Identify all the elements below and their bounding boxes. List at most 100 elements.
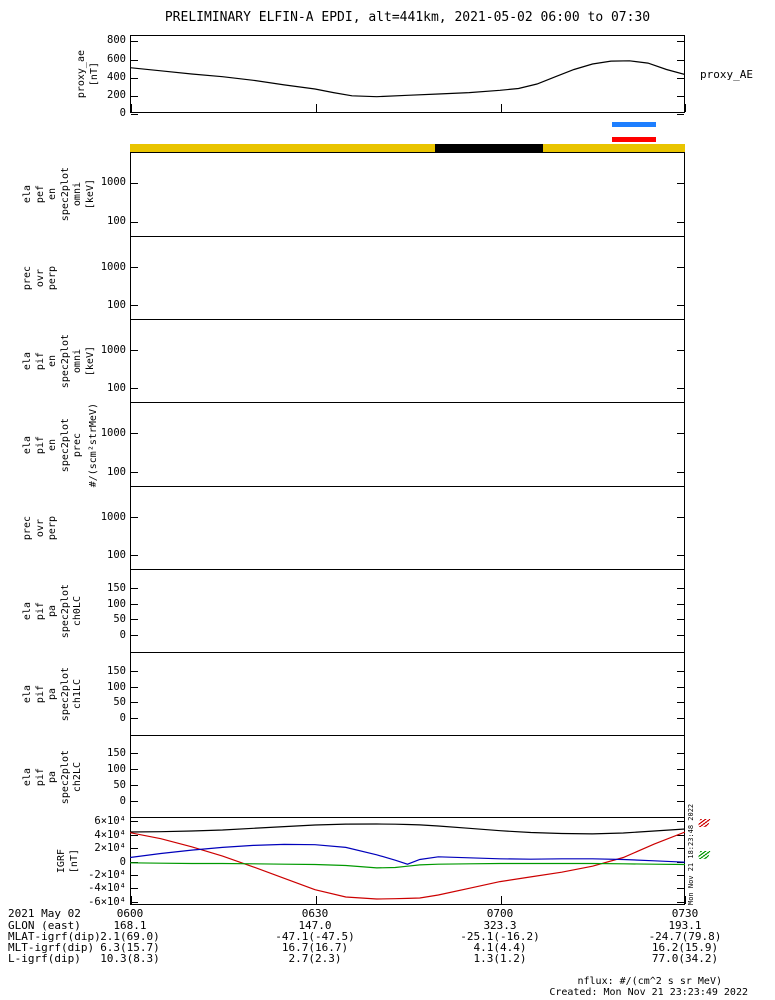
ylabel-word: ela <box>22 767 33 787</box>
igrf-legend-green-swatch <box>697 851 711 859</box>
x-tick-mark <box>501 896 502 904</box>
ylabel-word: [nT] <box>88 61 100 87</box>
ylabel-word: ovr <box>34 519 46 538</box>
y-tick-label: 1000 <box>100 344 126 356</box>
y-tick-label: 100 <box>107 681 126 693</box>
y-tick-mark <box>131 687 138 688</box>
ylabel-ela_pif_en_spec2plot_prec: ela pif en spec2plot prec #/(scm²strMeV) <box>22 403 99 487</box>
ylabel-word: prec <box>22 516 33 541</box>
ylabel-ela_pif_en_spec2plot_omni: ela pif en spec2plot omni [keV] <box>22 320 96 403</box>
ylabel-word: spec2plot <box>59 334 71 389</box>
ylabel-word: en <box>47 355 58 368</box>
ylabel-word: ela <box>22 352 33 371</box>
table-row-label: MLAT-igrf(dip) <box>8 930 101 943</box>
table-cell: -24.7(79.8) <box>648 930 722 943</box>
y-tick-mark <box>131 588 138 589</box>
y-tick-mark <box>677 267 684 268</box>
y-tick-mark <box>677 875 684 876</box>
table-cell: 2.7(2.3) <box>288 952 342 965</box>
y-tick-mark <box>677 517 684 518</box>
igrf-legend-red-swatch <box>697 819 711 827</box>
y-tick-mark <box>677 114 684 115</box>
ylabel-word: en <box>47 188 58 201</box>
panel-ela_pif_en_spec2plot_omni <box>130 320 685 403</box>
time-tick-label: 0600 <box>116 907 144 920</box>
y-tick-mark <box>131 222 138 223</box>
ylabel-word: pif <box>34 352 46 371</box>
status-bar <box>130 144 685 152</box>
y-tick-mark <box>677 96 684 97</box>
y-tick-mark <box>131 785 138 786</box>
table-cell: 16.7(16.7) <box>281 941 349 954</box>
y-tick-label: -4×10⁴ <box>88 882 126 894</box>
ylabel-word: omni <box>72 182 83 207</box>
y-tick-mark <box>131 718 138 719</box>
panel-prec_ovr_perp_2 <box>130 487 685 570</box>
y-tick-label: -6×10⁴ <box>88 896 126 908</box>
ylabel-word: spec2plot <box>59 667 71 722</box>
ylabel-word: ovr <box>34 269 46 288</box>
ylabel-word: spec2plot <box>59 584 71 639</box>
y-tick-label: 6×10⁴ <box>94 815 126 827</box>
status-bar-segment-0 <box>130 144 685 152</box>
y-tick-mark <box>677 604 684 605</box>
line-chart-igrf <box>130 823 685 900</box>
x-tick-mark <box>316 104 317 112</box>
ylabel-unit: #/(scm²strMeV) <box>87 402 99 488</box>
series-igrf-red <box>130 831 685 900</box>
y-tick-mark <box>131 388 138 389</box>
ylabel-word: pef <box>34 185 46 204</box>
y-tick-mark <box>131 555 138 556</box>
y-tick-label: 100 <box>107 549 126 561</box>
y-tick-mark <box>131 671 138 672</box>
y-tick-label: 1000 <box>100 261 126 273</box>
ylabel-prec_ovr_perp_1: prec ovr perp <box>22 237 59 320</box>
y-tick-label: 100 <box>107 215 126 227</box>
y-tick-mark <box>677 753 684 754</box>
ylabel-word: ela <box>22 602 33 621</box>
y-tick-mark <box>677 835 684 836</box>
y-tick-mark <box>677 183 684 184</box>
ylabel-word: [keV] <box>84 179 96 210</box>
ylabel-word: pif <box>34 435 46 455</box>
series-igrf-black <box>130 823 685 835</box>
ylabel-word: en <box>47 438 58 452</box>
ylabel-word: pif <box>34 767 46 787</box>
y-tick-mark <box>677 718 684 719</box>
ylabel-word: [keV] <box>84 346 96 377</box>
y-tick-label: 800 <box>107 34 126 46</box>
ylabel-prec_ovr_perp_2: prec ovr perp <box>22 487 59 570</box>
panel-ela_pif_pa_spec2plot_ch2LC <box>130 736 685 818</box>
ylabel-ela_pif_pa_spec2plot_ch0LC: ela pif pa spec2plot ch0LC <box>22 570 84 653</box>
y-tick-mark <box>677 821 684 822</box>
ylabel-word: pa <box>47 770 58 784</box>
y-tick-mark <box>677 350 684 351</box>
x-tick-mark <box>685 896 686 904</box>
y-tick-mark <box>131 801 138 802</box>
ylabel-word: ela <box>22 435 33 455</box>
table-cell: 16.2(15.9) <box>651 941 719 954</box>
panel-ela_pef_en_spec2plot_omni <box>130 152 685 237</box>
ylabel-word: ela <box>22 185 33 204</box>
ylabel-word: pa <box>47 605 58 618</box>
y-tick-mark <box>131 305 138 306</box>
ylabel-ela_pif_pa_spec2plot_ch2LC: ela pif pa spec2plot ch2LC <box>22 736 84 818</box>
y-tick-label: 1000 <box>100 427 126 439</box>
ylabel-word: ch1LC <box>72 679 83 710</box>
y-tick-mark <box>131 60 138 61</box>
ylabel-word: spec2plot <box>59 417 71 473</box>
ylabel-word: spec2plot <box>59 749 71 805</box>
y-tick-label: 4×10⁴ <box>94 829 126 841</box>
y-tick-mark <box>131 702 138 703</box>
y-tick-label: 50 <box>113 613 126 625</box>
table-cell: 6.3(15.7) <box>100 941 160 954</box>
x-tick-mark <box>316 896 317 904</box>
y-tick-label: 400 <box>107 71 126 83</box>
y-tick-mark <box>131 433 138 434</box>
y-tick-mark <box>131 875 138 876</box>
plot-title: PRELIMINARY ELFIN-A EPDI, alt=441km, 202… <box>164 10 651 25</box>
series-igrf-blue <box>130 843 685 865</box>
y-tick-mark <box>677 433 684 434</box>
table-cell: -25.1(-16.2) <box>460 930 540 943</box>
x-tick-mark <box>501 104 502 112</box>
